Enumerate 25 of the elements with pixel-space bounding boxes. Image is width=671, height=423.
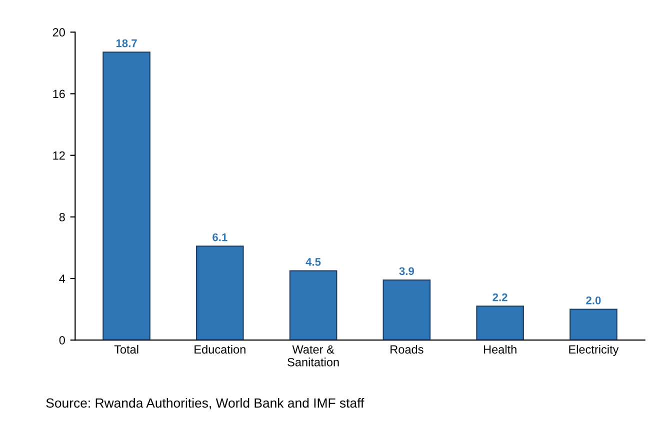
data-label: 18.7	[116, 39, 137, 48]
data-label: 3.9	[399, 267, 414, 276]
y-tick-label: 0	[59, 336, 65, 344]
y-tick-label: 8	[59, 212, 65, 222]
y-tick-label: 16	[53, 90, 65, 98]
x-tick-label: Water & Sanitation	[288, 345, 339, 366]
x-tick-label: Education	[194, 344, 246, 354]
y-tick-label: 20	[52, 28, 65, 37]
bar	[289, 270, 338, 340]
source-note: Source: Rwanda Authorities, World Bank and IMF staff	[46, 398, 364, 410]
x-tick-label: Electricity	[569, 344, 619, 356]
data-label: 6.1	[212, 233, 228, 242]
bar	[382, 279, 431, 340]
x-tick-label: Total	[114, 344, 138, 354]
bar	[476, 306, 524, 340]
y-tick-label: 4	[59, 274, 66, 283]
data-label: 2.0	[586, 296, 601, 304]
data-label: 2.2	[492, 293, 508, 302]
x-tick-label: Roads	[390, 344, 424, 354]
y-tick-label: 12	[53, 151, 65, 160]
bar	[196, 246, 244, 340]
bar	[102, 52, 150, 340]
x-tick-label: Health	[484, 344, 516, 354]
bar	[570, 308, 618, 340]
data-label: 4.5	[306, 258, 321, 266]
